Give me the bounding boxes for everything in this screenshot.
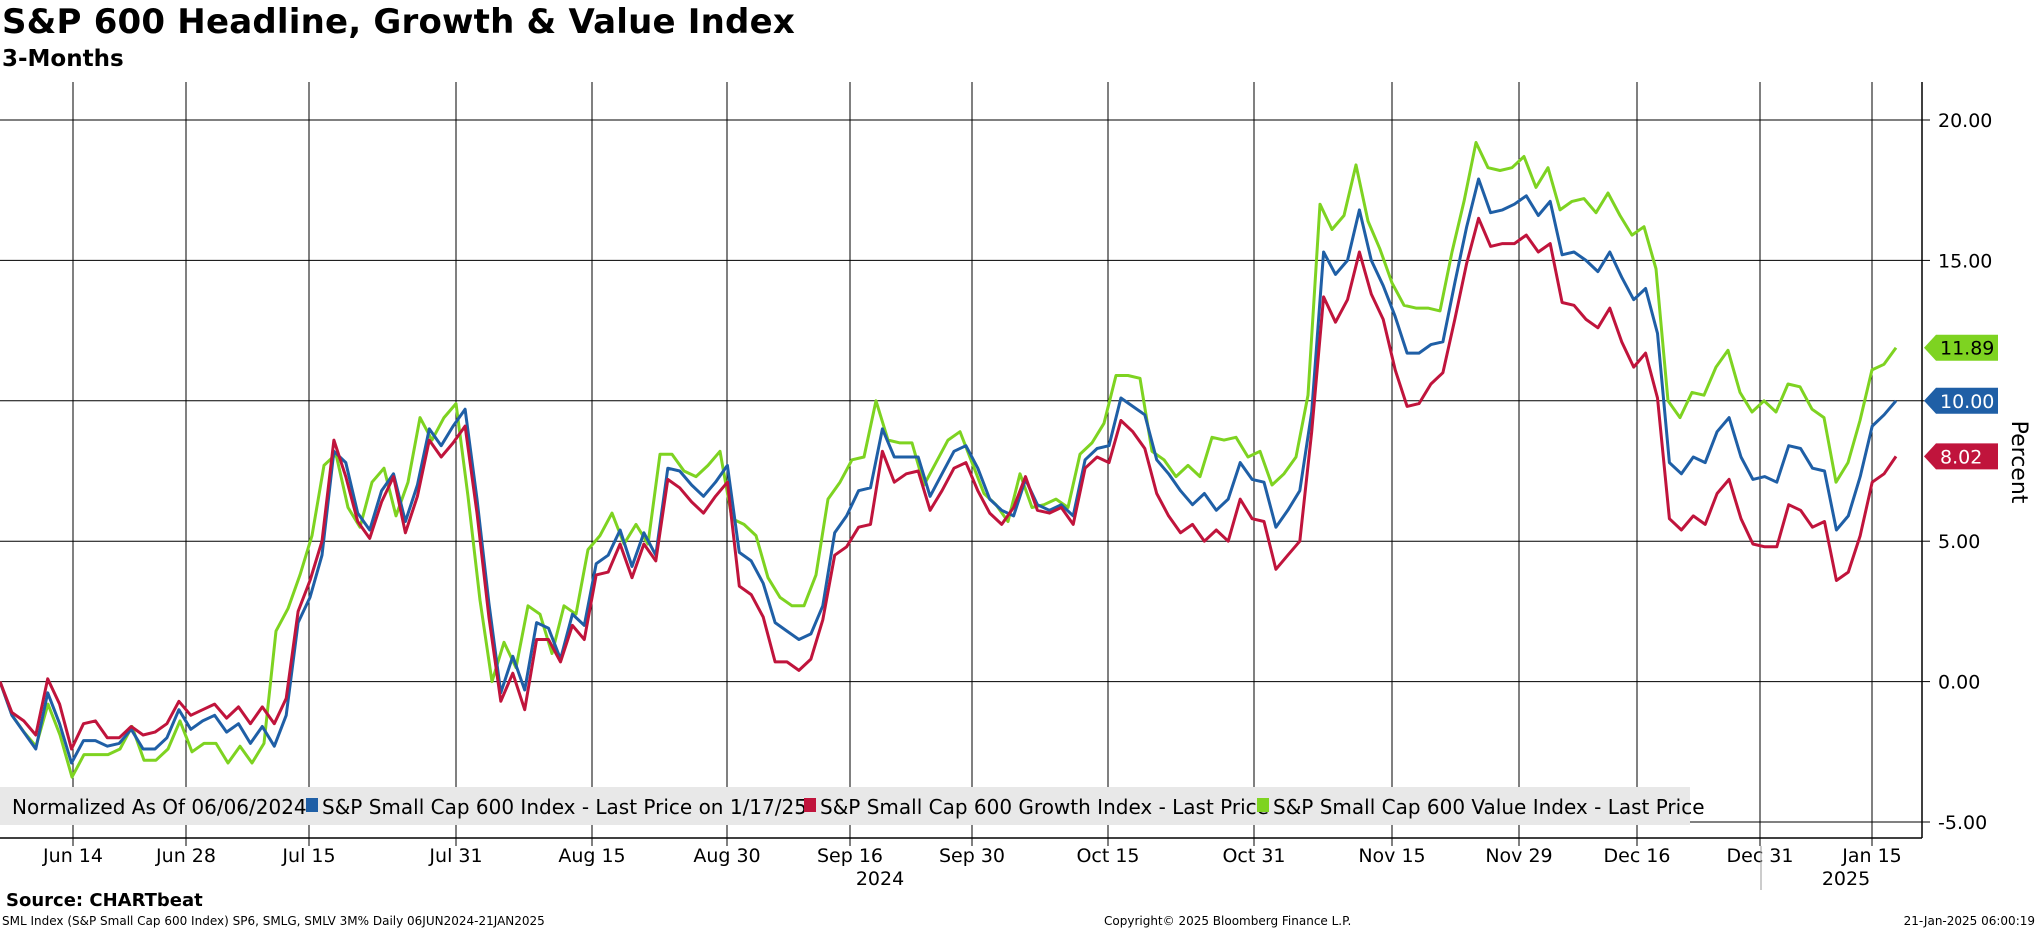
x-tick-label: Sep 30 [939,845,1005,867]
x-tick-label: Nov 15 [1358,845,1425,867]
last-value-tag-headline [1924,387,1998,414]
last-value-label-headline: 10.00 [1940,391,1994,413]
last-value-label-value: 11.89 [1940,338,1994,360]
x-tick-label: Sep 16 [817,845,883,867]
timestamp: 21-Jan-2025 06:00:19 [1903,914,2035,928]
series-line-headline [0,177,1898,765]
y-axis-label: Percent [2006,421,2031,504]
chart-title: S&P 600 Headline, Growth & Value Index [2,2,795,42]
copyright-note: Copyright© 2025 Bloomberg Finance L.P. [1104,914,1352,928]
legend-label-value: S&P Small Cap 600 Value Index - Last Pri… [1273,795,1705,819]
legend-swatch-value [1257,798,1269,812]
legend-label-growth: S&P Small Cap 600 Growth Index - Last Pr… [820,795,1269,819]
x-tick-label: Aug 30 [693,845,760,867]
y-tick-label: 20.00 [1938,110,1992,132]
x-tick-label: Dec 31 [1727,845,1794,867]
legend-swatch-headline [306,798,318,812]
x-tick-label: Oct 15 [1076,845,1139,867]
y-tick-label: 15.00 [1938,250,1992,272]
last-value-label-growth: 8.02 [1940,446,1982,468]
y-tick-label: -5.00 [1938,812,1987,834]
series-line-value [0,141,1898,779]
y-tick-label: 5.00 [1938,531,1980,553]
last-value-tag-value [1924,334,1998,361]
x-tick-label: Jun 14 [42,845,103,867]
x-tick-label: Jul 15 [281,845,335,867]
x-tick-label: Jul 31 [428,845,482,867]
source-note: Source: CHARTbeat [6,890,203,911]
legend-header: Normalized As Of 06/06/2024 [12,795,307,819]
x-year-label: 2024 [856,868,904,890]
legend-swatch-growth [804,798,816,812]
x-tick-label: Nov 29 [1485,845,1552,867]
x-tick-label: Oct 31 [1222,845,1285,867]
series-description: SML Index (S&P Small Cap 600 Index) SP6,… [2,914,545,928]
x-tick-label: Jun 28 [155,845,216,867]
legend-label-headline: S&P Small Cap 600 Index - Last Price on … [322,795,807,819]
legend-box [0,787,1690,825]
x-tick-label: Dec 16 [1604,845,1671,867]
chart-subtitle: 3-Months [2,46,124,72]
x-tick-label: Aug 15 [558,845,625,867]
x-year-label: 2025 [1822,868,1870,890]
x-tick-label: Jan 15 [1841,845,1902,867]
series-line-growth [0,216,1898,751]
y-tick-label: 0.00 [1938,672,1980,694]
last-value-tag-growth [1924,443,1998,470]
